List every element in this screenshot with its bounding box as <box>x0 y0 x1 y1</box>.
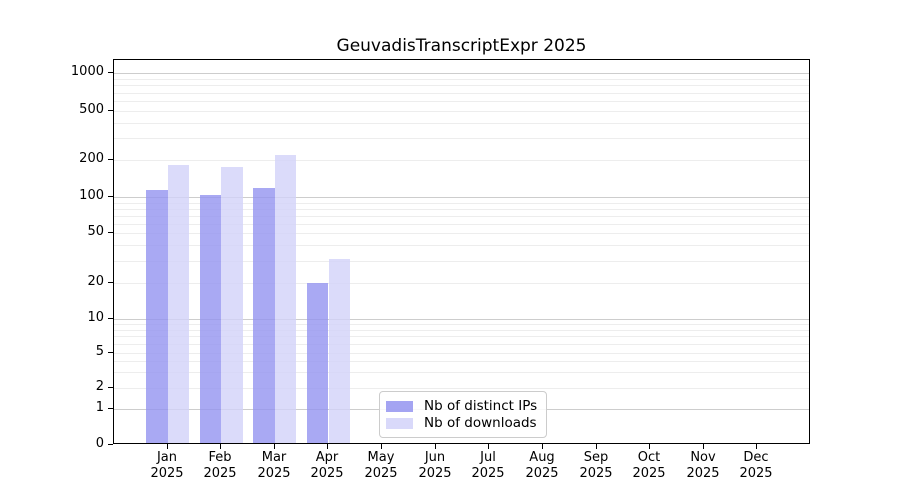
gridline-minor-90 <box>114 203 809 204</box>
chart-title: GeuvadisTranscriptExpr 2025 <box>336 36 587 56</box>
gridline-minor-600 <box>114 101 809 102</box>
x-tick-mark-jan <box>167 444 168 449</box>
x-tick-label-jun: Jun 2025 <box>418 450 452 481</box>
gridline-minor-500 <box>114 111 809 112</box>
gridline-minor-900 <box>114 79 809 80</box>
y-tick-mark-100 <box>108 196 113 197</box>
gridline-minor-3 <box>114 372 809 373</box>
x-tick-label-dec: Dec 2025 <box>739 450 773 481</box>
gridline-minor-30 <box>114 261 809 262</box>
gridline-minor-700 <box>114 93 809 94</box>
x-tick-label-oct: Oct 2025 <box>632 450 666 481</box>
y-tick-label-0: 0 <box>95 436 104 451</box>
gridline-minor-200 <box>114 160 809 161</box>
y-tick-mark-1000 <box>108 72 113 73</box>
gridline-minor-60 <box>114 224 809 225</box>
y-tick-mark-50 <box>108 232 113 233</box>
y-tick-mark-5 <box>108 352 113 353</box>
legend-item-distinct-ips: Nb of distinct IPs <box>386 398 538 414</box>
bar-mar-distinct-ips <box>253 187 275 443</box>
bar-feb-downloads <box>221 166 243 443</box>
x-tick-mark-nov <box>703 444 704 449</box>
x-tick-label-feb: Feb 2025 <box>203 450 237 481</box>
x-tick-mark-aug <box>542 444 543 449</box>
x-tick-mark-apr <box>327 444 328 449</box>
x-tick-label-jan: Jan 2025 <box>150 450 184 481</box>
legend-label-downloads: Nb of downloads <box>424 415 537 431</box>
gridline-minor-800 <box>114 85 809 86</box>
y-tick-label-1: 1 <box>95 400 104 416</box>
bar-apr-distinct-ips <box>307 283 329 443</box>
gridline-minor-4 <box>114 361 809 362</box>
legend-swatch-distinct-ips <box>386 400 413 412</box>
x-tick-mark-jul <box>488 444 489 449</box>
x-tick-mark-oct <box>649 444 650 449</box>
bar-apr-downloads <box>328 258 350 443</box>
x-tick-mark-mar <box>274 444 275 449</box>
bar-feb-distinct-ips <box>199 195 222 443</box>
y-tick-mark-500 <box>108 110 113 111</box>
gridline-minor-300 <box>114 138 809 139</box>
y-tick-label-2: 2 <box>95 379 104 394</box>
gridline-minor-80 <box>114 209 809 210</box>
x-tick-label-apr: Apr 2025 <box>310 450 344 481</box>
gridline-minor-40 <box>114 245 809 246</box>
gridline-minor-400 <box>114 123 809 124</box>
legend-swatch-downloads <box>386 417 413 429</box>
y-tick-mark-20 <box>108 282 113 283</box>
y-tick-mark-2 <box>108 387 113 388</box>
gridline-minor-6 <box>114 344 809 345</box>
bar-mar-downloads <box>274 155 297 443</box>
x-tick-mark-sep <box>596 444 597 449</box>
gridline-minor-5 <box>114 353 809 354</box>
y-tick-label-100: 100 <box>79 188 104 203</box>
x-tick-mark-feb <box>220 444 221 449</box>
x-tick-mark-dec <box>756 444 757 449</box>
gridline-minor-7 <box>114 336 809 337</box>
gridline-minor-2 <box>114 388 809 389</box>
x-tick-label-may: May 2025 <box>364 450 398 481</box>
gridline-minor-70 <box>114 216 809 217</box>
bar-jan-downloads <box>167 165 189 443</box>
gridline-major-10 <box>114 319 809 320</box>
legend-item-downloads: Nb of downloads <box>386 415 538 431</box>
x-tick-mark-may <box>381 444 382 449</box>
legend: Nb of distinct IPs Nb of downloads <box>379 391 547 438</box>
legend-label-distinct-ips: Nb of distinct IPs <box>424 398 538 414</box>
plot-area <box>113 59 810 444</box>
x-tick-label-sep: Sep 2025 <box>579 450 613 481</box>
x-tick-label-nov: Nov 2025 <box>686 450 720 481</box>
gridline-minor-8 <box>114 330 809 331</box>
x-tick-label-aug: Aug 2025 <box>525 450 559 481</box>
y-tick-mark-1 <box>108 408 113 409</box>
y-tick-label-500: 500 <box>79 101 104 117</box>
y-tick-label-20: 20 <box>87 273 104 289</box>
gridline-minor-9 <box>114 324 809 325</box>
y-tick-mark-0 <box>108 444 113 445</box>
x-tick-label-mar: Mar 2025 <box>257 450 291 481</box>
x-tick-mark-jun <box>435 444 436 449</box>
y-tick-label-10: 10 <box>87 309 104 325</box>
bar-jan-distinct-ips <box>146 189 168 443</box>
y-tick-label-1000: 1000 <box>70 64 104 80</box>
y-tick-label-5: 5 <box>95 343 104 359</box>
x-tick-label-jul: Jul 2025 <box>471 450 505 481</box>
y-tick-label-50: 50 <box>87 224 104 240</box>
y-tick-mark-200 <box>108 159 113 160</box>
gridline-minor-20 <box>114 283 809 284</box>
y-tick-label-200: 200 <box>79 151 104 166</box>
gridline-major-1000 <box>114 73 809 74</box>
gridline-minor-50 <box>114 233 809 234</box>
y-tick-mark-10 <box>108 318 113 319</box>
gridline-major-100 <box>114 197 809 198</box>
